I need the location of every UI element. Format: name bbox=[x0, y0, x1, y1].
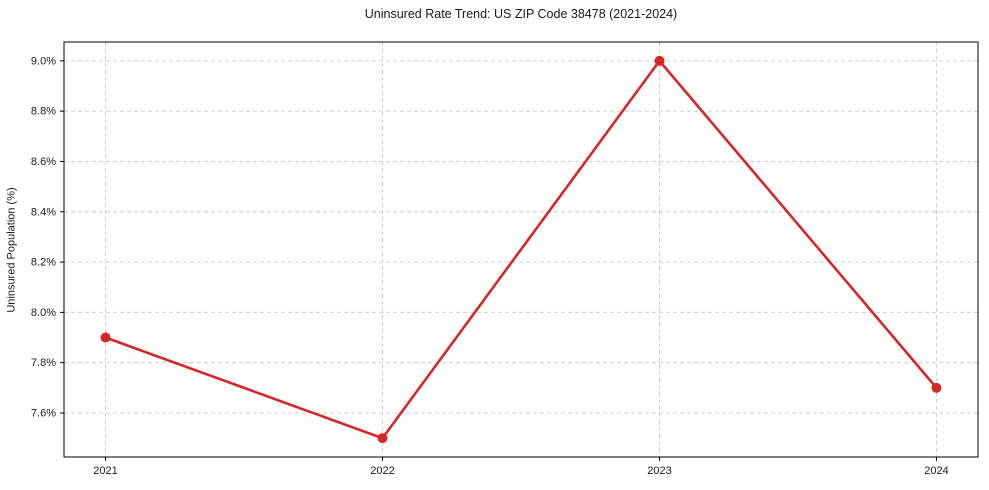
y-tick-label: 8.4% bbox=[31, 206, 56, 218]
y-tick-label: 7.8% bbox=[31, 357, 56, 369]
data-point-marker bbox=[100, 332, 111, 343]
y-tick-label: 8.8% bbox=[31, 106, 56, 118]
x-tick-label: 2024 bbox=[924, 465, 948, 477]
chart-title: Uninsured Rate Trend: US ZIP Code 38478 … bbox=[364, 7, 678, 21]
y-tick-label: 7.6% bbox=[31, 407, 56, 419]
data-point-marker bbox=[377, 433, 388, 444]
data-point-marker bbox=[654, 55, 665, 66]
data-point-marker bbox=[931, 382, 942, 393]
x-tick-label: 2021 bbox=[93, 465, 117, 477]
y-tick-label: 8.6% bbox=[31, 156, 56, 168]
trend-line bbox=[104, 59, 938, 440]
x-tick-label: 2022 bbox=[370, 465, 394, 477]
y-tick-label: 8.2% bbox=[31, 257, 56, 269]
y-tick-label: 8.0% bbox=[31, 307, 56, 319]
x-tick-label: 2023 bbox=[647, 465, 671, 477]
y-tick-label: 9.0% bbox=[31, 55, 56, 67]
plot-border bbox=[63, 41, 979, 458]
